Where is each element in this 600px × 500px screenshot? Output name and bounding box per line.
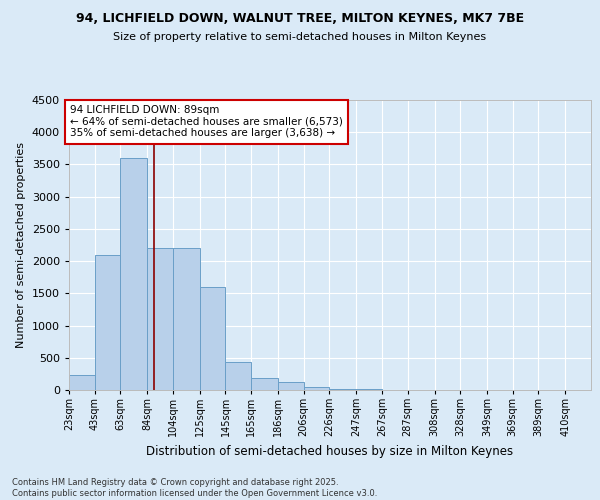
Bar xyxy=(251,378,278,390)
Bar xyxy=(329,388,356,390)
Text: Contains HM Land Registry data © Crown copyright and database right 2025.
Contai: Contains HM Land Registry data © Crown c… xyxy=(12,478,377,498)
X-axis label: Distribution of semi-detached houses by size in Milton Keynes: Distribution of semi-detached houses by … xyxy=(146,444,514,458)
Bar xyxy=(304,387,329,390)
Bar xyxy=(95,254,121,390)
Bar xyxy=(200,287,226,390)
Bar xyxy=(121,158,147,390)
Y-axis label: Number of semi-detached properties: Number of semi-detached properties xyxy=(16,142,26,348)
Bar xyxy=(69,375,95,390)
Text: 94, LICHFIELD DOWN, WALNUT TREE, MILTON KEYNES, MK7 7BE: 94, LICHFIELD DOWN, WALNUT TREE, MILTON … xyxy=(76,12,524,26)
Bar xyxy=(173,248,200,390)
Text: Size of property relative to semi-detached houses in Milton Keynes: Size of property relative to semi-detach… xyxy=(113,32,487,42)
Bar xyxy=(226,362,251,390)
Bar xyxy=(278,382,304,390)
Text: 94 LICHFIELD DOWN: 89sqm
← 64% of semi-detached houses are smaller (6,573)
35% o: 94 LICHFIELD DOWN: 89sqm ← 64% of semi-d… xyxy=(70,105,343,138)
Bar xyxy=(147,248,173,390)
